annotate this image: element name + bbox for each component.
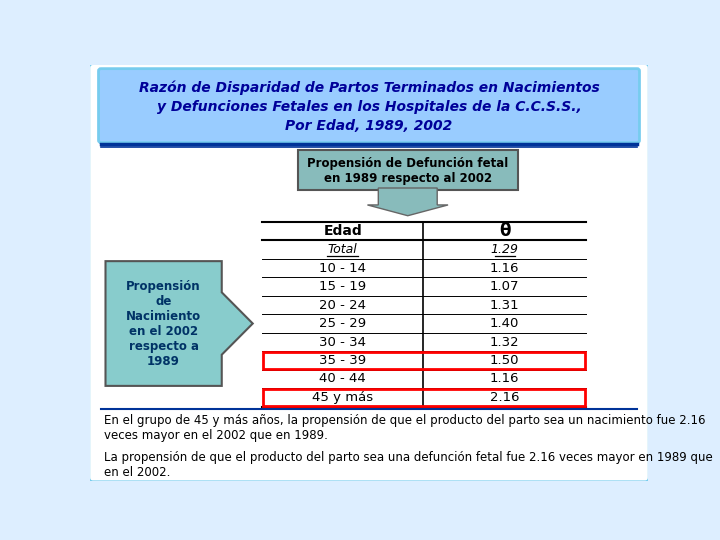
Text: 25 - 29: 25 - 29 [319,317,366,330]
Text: y Defunciones Fetales en los Hospitales de la C.C.S.S.,: y Defunciones Fetales en los Hospitales … [157,100,581,114]
Text: Por Edad, 1989, 2002: Por Edad, 1989, 2002 [285,119,453,133]
Text: 45 y más: 45 y más [312,391,373,404]
Text: θ: θ [499,222,510,240]
Text: 40 - 44: 40 - 44 [319,373,366,386]
Text: en 1989 respecto al 2002: en 1989 respecto al 2002 [324,172,492,185]
Text: La propensión de que el producto del parto sea una defunción fetal fue 2.16 vece: La propensión de que el producto del par… [104,451,713,480]
Text: 15 - 19: 15 - 19 [319,280,366,293]
Text: 1.31: 1.31 [490,299,519,312]
Text: 1.16: 1.16 [490,373,519,386]
Text: 1.07: 1.07 [490,280,519,293]
Text: 1.32: 1.32 [490,335,519,348]
Text: 1.16: 1.16 [490,261,519,274]
FancyBboxPatch shape [99,69,639,143]
Text: 30 - 34: 30 - 34 [319,335,366,348]
Text: 1.29: 1.29 [490,243,518,256]
Text: Propensión de Defunción fetal: Propensión de Defunción fetal [307,157,508,170]
Text: Total: Total [328,243,358,256]
FancyBboxPatch shape [89,63,649,482]
Text: 1.40: 1.40 [490,317,519,330]
Text: Propensión
de
Nacimiento
en el 2002
respecto a
1989: Propensión de Nacimiento en el 2002 resp… [126,280,201,368]
Text: En el grupo de 45 y más años, la propensión de que el producto del parto sea un : En el grupo de 45 y más años, la propens… [104,414,706,442]
Text: Edad: Edad [323,224,362,238]
Text: 1.50: 1.50 [490,354,519,367]
Bar [263,352,585,369]
Text: Razón de Disparidad de Partos Terminados en Nacimientos: Razón de Disparidad de Partos Terminados… [139,80,599,95]
Text: 2.16: 2.16 [490,391,519,404]
Text: 20 - 24: 20 - 24 [319,299,366,312]
Bar [263,389,585,406]
Polygon shape [367,188,448,215]
FancyBboxPatch shape [297,150,518,190]
Polygon shape [106,261,253,386]
Text: 35 - 39: 35 - 39 [319,354,366,367]
Text: 10 - 14: 10 - 14 [319,261,366,274]
